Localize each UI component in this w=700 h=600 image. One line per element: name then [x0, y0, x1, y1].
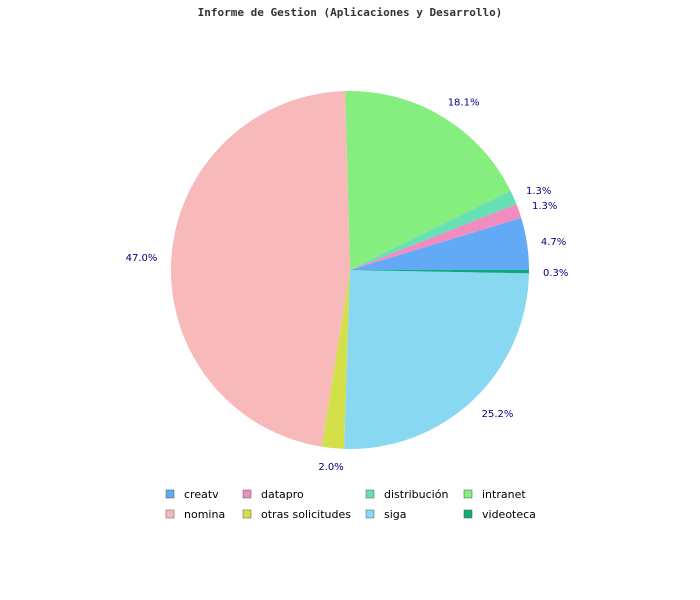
legend-label: videoteca — [482, 508, 536, 521]
pie-slice-otras-solicitudes — [321, 270, 350, 449]
legend-swatch — [165, 489, 175, 499]
legend-item-datapro: datapro — [242, 488, 304, 501]
legend-swatch — [365, 509, 375, 519]
legend-item-distribucion: distribución — [365, 488, 448, 501]
legend-label: datapro — [261, 488, 304, 501]
pie-label-creatv: 4.7% — [541, 237, 566, 248]
legend-item-intranet: intranet — [463, 488, 526, 501]
legend-item-videoteca: videoteca — [463, 508, 536, 521]
pie-slice-datapro — [350, 204, 522, 270]
pie-label-nomina: 47.0% — [126, 253, 158, 264]
pie-slice-creatv — [350, 217, 529, 270]
pie-slices — [170, 90, 530, 449]
chart-title: Informe de Gestion (Aplicaciones y Desar… — [197, 6, 503, 19]
pie-label-siga: 25.2% — [482, 409, 514, 420]
pie-slice-siga — [344, 270, 529, 449]
legend-swatch — [242, 509, 252, 519]
legend-label: creatv — [184, 488, 219, 501]
pie-slice-nomina — [170, 91, 350, 447]
legend-swatch — [463, 509, 473, 519]
legend-item-nomina: nomina — [165, 508, 225, 521]
legend-label: distribución — [384, 488, 448, 501]
legend-swatch — [365, 489, 375, 499]
legend-swatch — [463, 489, 473, 499]
pie-slice-videoteca — [350, 270, 530, 274]
legend-label: siga — [384, 508, 407, 521]
pie-label-videoteca: 0.3% — [543, 268, 568, 279]
legend-item-creatv: creatv — [165, 488, 219, 501]
legend-label: nomina — [184, 508, 225, 521]
legend-item-otras-solicitudes: otras solicitudes — [242, 508, 351, 521]
legend-label: otras solicitudes — [261, 508, 351, 521]
legend-swatch — [242, 489, 252, 499]
pie-label-otras-solicitudes: 2.0% — [318, 462, 343, 473]
legend-swatch — [165, 509, 175, 519]
legend-item-siga: siga — [365, 508, 407, 521]
legend: creatv datapro distribución intranet nomina o… — [165, 488, 536, 521]
pie-slice-distribucion — [350, 190, 517, 270]
legend-label: intranet — [482, 488, 526, 501]
pie-label-intranet: 18.1% — [448, 97, 480, 108]
pie-label-distribucion: 1.3% — [526, 186, 551, 197]
pie-slice-intranet — [345, 90, 511, 270]
pie-labels: 4.7% 1.3% 1.3% 18.1% 47.0% 2.0% 25.2% 0.3% — [126, 97, 569, 473]
pie-label-datapro: 1.3% — [532, 201, 557, 212]
